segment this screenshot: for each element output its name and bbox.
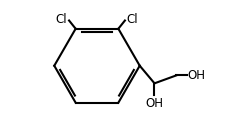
Text: OH: OH [145,97,163,110]
Text: Cl: Cl [126,13,138,26]
Text: OH: OH [188,69,206,82]
Text: Cl: Cl [56,13,67,26]
